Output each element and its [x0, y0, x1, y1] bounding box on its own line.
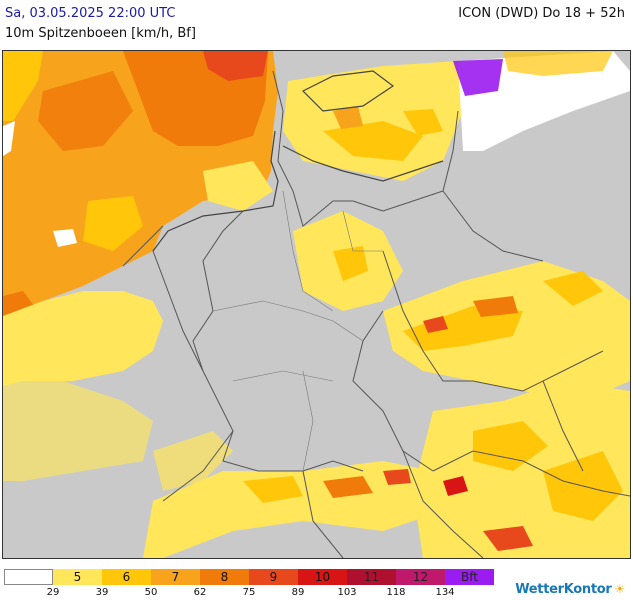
map-datetime: Sa, 03.05.2025 22:00 UTC — [5, 6, 176, 21]
model-run-label: ICON (DWD) Do 18 + 52h — [458, 6, 625, 21]
legend-bft-12: 12 — [396, 569, 445, 585]
legend-bft-calm — [4, 569, 53, 585]
gust-map-canvas — [3, 51, 630, 558]
legend-tick: 103 — [337, 587, 357, 598]
legend-bft-11: 11 — [347, 569, 396, 585]
legend-tick: 89 — [291, 587, 305, 598]
legend-bft-6: 6 — [102, 569, 151, 585]
legend-tick: 29 — [46, 587, 60, 598]
legend-bft-9: 9 — [249, 569, 298, 585]
brand-name: WetterKontor — [515, 582, 612, 597]
legend-tick: 62 — [193, 587, 207, 598]
legend-tick: 50 — [144, 587, 158, 598]
legend-bft-7: 7 — [151, 569, 200, 585]
baltic-gust-field — [283, 61, 463, 181]
country-borders — [122, 70, 630, 558]
brand-logo: WetterKontor ☀ — [515, 582, 625, 597]
bft-legend: 5 6 7 8 9 10 11 12 Bft — [4, 569, 494, 585]
calm-sea-patch — [53, 229, 77, 247]
legend-tick: 134 — [435, 587, 455, 598]
calm-northeast-area — [458, 51, 630, 151]
coastlines — [152, 70, 444, 252]
legend-tick: 118 — [386, 587, 406, 598]
legend-bft-8: 8 — [200, 569, 249, 585]
state-borders — [212, 190, 383, 472]
parameter-title: 10m Spitzenboeen [km/h, Bf] — [5, 26, 196, 41]
sun-icon: ☀ — [614, 582, 626, 596]
gust-map — [2, 50, 631, 559]
legend-tick: 39 — [95, 587, 109, 598]
legend-bft-10: 10 — [298, 569, 347, 585]
legend-bft-5: 5 — [53, 569, 102, 585]
legend-bft-Bft: Bft — [445, 569, 494, 585]
legend-tick: 75 — [242, 587, 256, 598]
